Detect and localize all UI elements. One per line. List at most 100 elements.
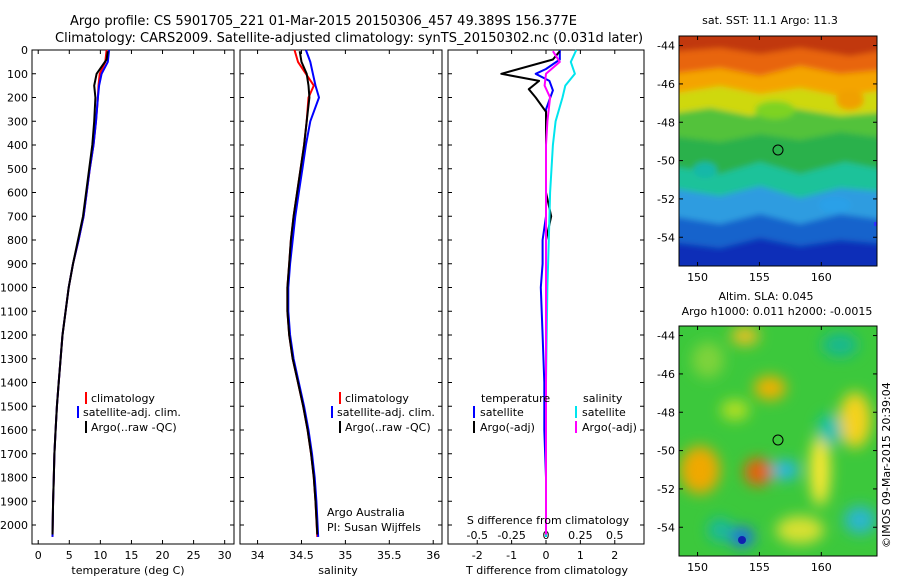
y-tick-label: 1000: [0, 282, 28, 295]
x-tick-label: 36: [426, 549, 440, 562]
legend-label-sal-argo: Argo(-adj): [582, 421, 637, 434]
map-y-tick-label: -48: [657, 116, 675, 129]
y-tick-label: 1400: [0, 377, 28, 390]
y-tick-label: 100: [7, 68, 28, 81]
s-tick-label: -0.5: [466, 529, 487, 542]
x-tick-label: 0: [35, 549, 42, 562]
temperature-legend: climatology satellite-adj. clim. Argo(..…: [77, 392, 181, 434]
salinity-xlabel: salinity: [318, 564, 358, 577]
y-tick-label: 900: [7, 258, 28, 271]
y-tick-label: 1900: [0, 495, 28, 508]
difference-xlabel-top: S difference from climatology: [467, 514, 630, 527]
map-x-tick-label: 160: [811, 271, 832, 284]
legend-label-climatology: climatology: [91, 392, 155, 405]
sst-map-frame: [678, 35, 878, 267]
temperature-xlabel: temperature (deg C): [71, 564, 184, 577]
difference-profile-lines: [500, 49, 578, 537]
series-line-satellite-adj-clim-: [51, 49, 111, 537]
y-tick-label: 0: [21, 44, 28, 57]
x-tick-label: 35.5: [377, 549, 402, 562]
y-tick-label: 1600: [0, 424, 28, 437]
y-tick-label: 400: [7, 139, 28, 152]
series-line-climatology: [51, 49, 108, 537]
legend-label-temp-satellite: satellite: [480, 406, 524, 419]
x-tick-label: 15: [124, 549, 138, 562]
map-y-tick-label: -54: [657, 521, 675, 534]
legend-label-argo: Argo(..raw -QC): [345, 421, 431, 434]
sst-map-title: sat. SST: 11.1 Argo: 11.3: [702, 14, 838, 27]
x-tick-label: 30: [218, 549, 232, 562]
difference-xlabel: T difference from climatology: [465, 564, 628, 577]
legend-title-salinity: salinity: [583, 392, 623, 405]
map-x-tick-label: 150: [687, 271, 708, 284]
s-tick-label: 0.25: [568, 529, 593, 542]
salinity-legend: climatology satellite-adj. clim. Argo(..…: [331, 392, 435, 434]
imos-credit: ©IMOS 09-Mar-2015 20:39:04: [880, 382, 893, 548]
legend-label-satellite: satellite-adj. clim.: [337, 406, 435, 419]
y-tick-label: 1700: [0, 448, 28, 461]
series-line-satellite-adj-clim-: [287, 49, 320, 537]
difference-axis-ticks: -2 -1 0 1 2-0.5 -0.25 0 0.25 0.5: [448, 49, 644, 562]
y-tick-label: 2000: [0, 519, 28, 532]
map-x-tick-label: 160: [811, 561, 832, 574]
sst-map-axis-ticks: 150 155 160 -44 -46 -48 -50 -52 -54: [657, 36, 877, 284]
credit-argo-australia: Argo Australia: [327, 506, 405, 519]
s-tick-label: 0.5: [606, 529, 624, 542]
y-tick-label: 300: [7, 115, 28, 128]
sst-heatmap: [679, 36, 877, 266]
map-y-tick-label: -52: [657, 193, 675, 206]
salinity-axis-ticks: 34 34.5 35 35.5 36: [240, 49, 442, 562]
salinity-panel-frame: [239, 49, 443, 545]
y-tick-label: 1300: [0, 353, 28, 366]
legend-label-argo: Argo(..raw -QC): [91, 421, 177, 434]
x-tick-label: 34.5: [289, 549, 314, 562]
y-tick-label: 1500: [0, 400, 28, 413]
x-tick-label: 5: [66, 549, 73, 562]
y-tick-label: 700: [7, 210, 28, 223]
map-y-tick-label: -44: [657, 40, 675, 53]
credit-pi: PI: Susan Wijffels: [327, 521, 421, 534]
series-line-salinity-satellite: [545, 49, 578, 537]
s-tick-label: -0.25: [497, 529, 525, 542]
salinity-profile-lines: [286, 49, 320, 537]
x-tick-label: 34: [251, 549, 265, 562]
sla-float-marker: [772, 434, 784, 446]
sla-heatmap: [679, 326, 877, 556]
map-x-tick-label: 155: [749, 271, 770, 284]
legend-label-satellite: satellite-adj. clim.: [83, 406, 181, 419]
legend-title-temperature: temperature: [481, 392, 550, 405]
map-y-tick-label: -46: [657, 368, 675, 381]
map-x-tick-label: 150: [687, 561, 708, 574]
difference-legend: temperature satellite Argo(-adj) salinit…: [473, 392, 637, 434]
y-tick-label: 1800: [0, 472, 28, 485]
y-tick-label: 200: [7, 92, 28, 105]
map-y-tick-label: -52: [657, 483, 675, 496]
series-line-argo-raw-qc-: [286, 51, 319, 535]
legend-label-temp-argo: Argo(-adj): [480, 421, 535, 434]
x-tick-label: 35: [338, 549, 352, 562]
y-tick-label: 500: [7, 163, 28, 176]
sla-map-title-line1: Altim. SLA: 0.045: [718, 290, 813, 303]
x-tick-label: 2: [611, 549, 618, 562]
legend-label-sal-satellite: satellite: [582, 406, 626, 419]
map-x-tick-label: 155: [749, 561, 770, 574]
map-y-tick-label: -54: [657, 231, 675, 244]
x-tick-label: -1: [506, 549, 517, 562]
y-tick-label: 800: [7, 234, 28, 247]
x-tick-label: -2: [472, 549, 483, 562]
x-tick-label: 25: [187, 549, 201, 562]
map-y-tick-label: -46: [657, 78, 675, 91]
figure-title-line2: Climatology: CARS2009. Satellite-adjuste…: [55, 31, 643, 46]
x-tick-label: 1: [577, 549, 584, 562]
temperature-panel-frame: [31, 49, 235, 545]
map-y-tick-label: -44: [657, 330, 675, 343]
y-tick-label: 600: [7, 187, 28, 200]
x-tick-label: 20: [156, 549, 170, 562]
map-y-tick-label: -50: [657, 445, 675, 458]
sla-map-title-line2: Argo h1000: 0.011 h2000: -0.0015: [682, 305, 873, 318]
map-y-tick-label: -48: [657, 406, 675, 419]
temperature-axis-ticks: 0 5 10 15 20 25 300100200300400500600700800900…: [0, 44, 234, 562]
x-tick-label: 10: [93, 549, 107, 562]
sst-float-marker: [772, 144, 784, 156]
